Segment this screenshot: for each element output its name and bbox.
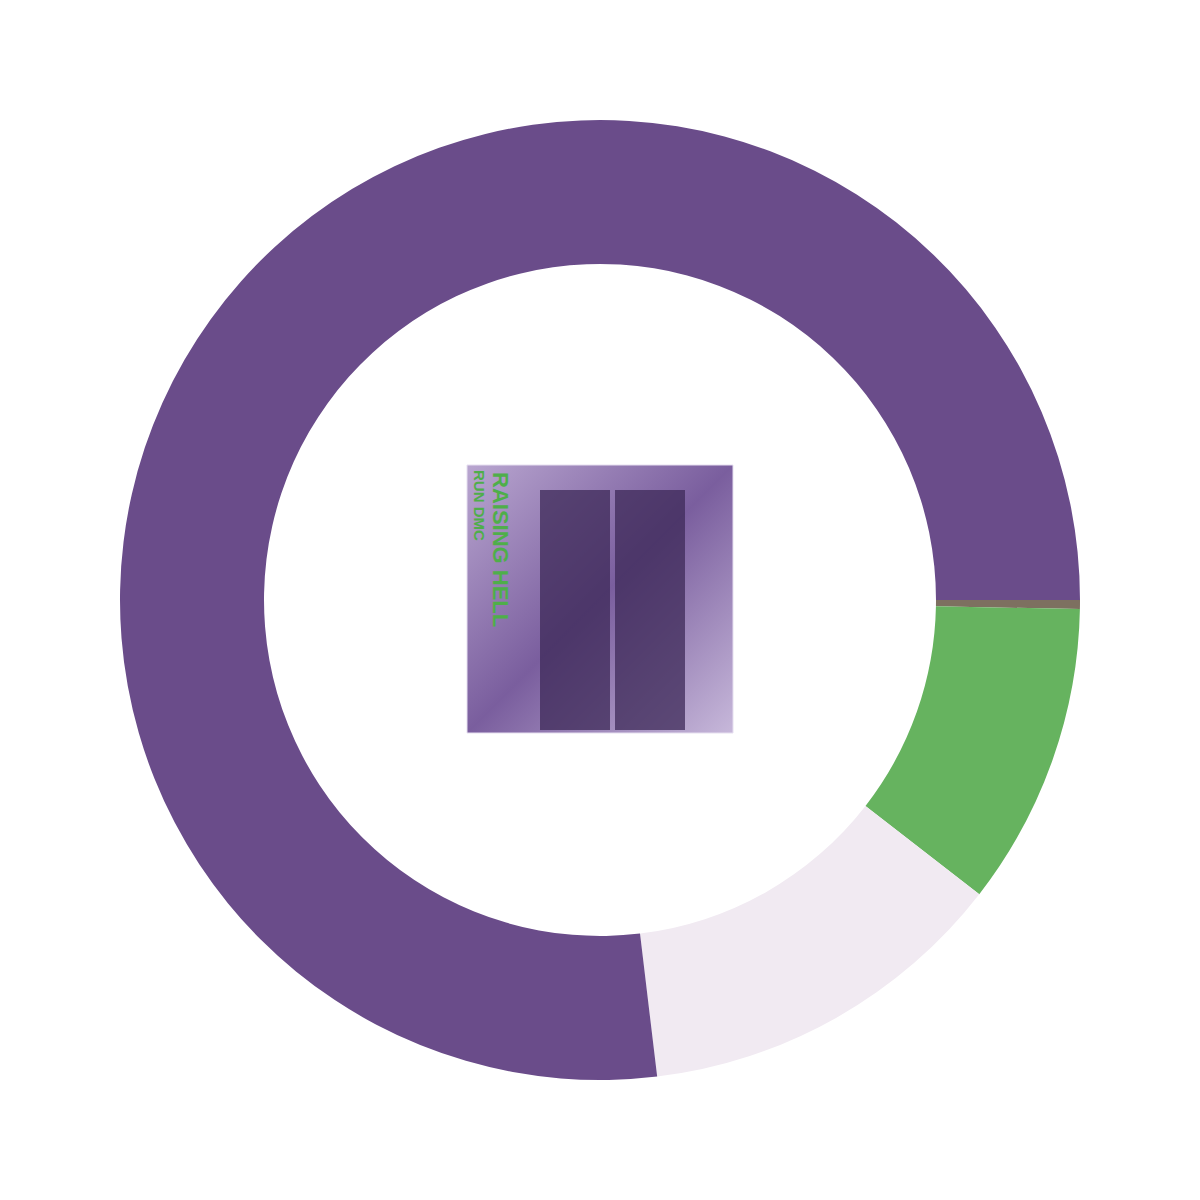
svg-text:RUN DMC: RUN DMC (471, 470, 488, 541)
svg-text:RAISING HELL: RAISING HELL (488, 472, 513, 627)
